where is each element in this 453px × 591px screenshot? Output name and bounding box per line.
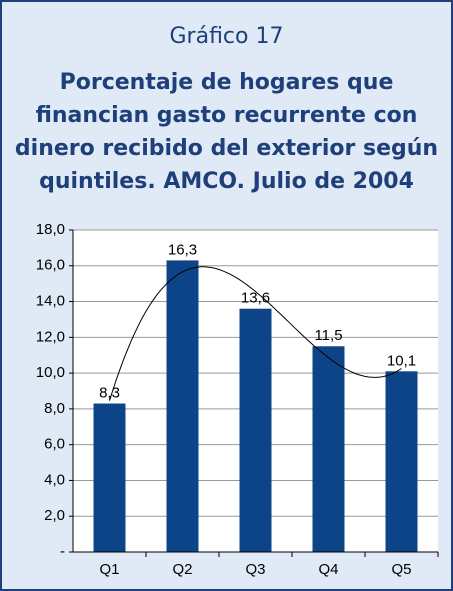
y-tick-label: 12,0 bbox=[36, 328, 65, 345]
y-tick-label: 2,0 bbox=[44, 507, 65, 524]
x-tick-label: Q1 bbox=[99, 561, 119, 578]
value-label: 10,1 bbox=[387, 352, 416, 369]
value-label: 16,3 bbox=[168, 241, 197, 258]
x-tick-label: Q4 bbox=[318, 561, 338, 578]
bar bbox=[166, 260, 199, 552]
x-tick-label: Q2 bbox=[172, 561, 192, 578]
bar bbox=[312, 346, 345, 552]
y-tick-label: 10,0 bbox=[36, 364, 65, 381]
bar bbox=[93, 403, 126, 552]
subtitle-line: dinero recibido del exterior según bbox=[14, 136, 439, 161]
y-tick-label: - bbox=[60, 543, 65, 560]
value-label: 11,5 bbox=[314, 327, 342, 344]
y-tick-label: 14,0 bbox=[36, 293, 65, 310]
subtitle: Porcentaje de hogares que financian gasto… bbox=[2, 66, 451, 198]
y-tick-label: 8,0 bbox=[44, 400, 65, 417]
y-tick-label: 16,0 bbox=[36, 257, 65, 274]
value-label: 13,6 bbox=[241, 290, 270, 307]
chart-title: Gráfico 17 bbox=[169, 24, 284, 49]
subtitle-line: financian gasto recurrente con bbox=[35, 103, 418, 128]
value-label: 8,3 bbox=[99, 384, 120, 401]
bar bbox=[385, 371, 418, 552]
subtitle-line: Porcentaje de hogares que bbox=[59, 70, 394, 95]
x-tick-label: Q5 bbox=[391, 561, 411, 578]
bar bbox=[239, 308, 272, 552]
y-tick-label: 18,0 bbox=[36, 221, 65, 238]
subtitle-line: quintiles. AMCO. Julio de 2004 bbox=[39, 169, 414, 194]
y-tick-label: 4,0 bbox=[44, 471, 65, 488]
x-tick-label: Q3 bbox=[245, 561, 265, 578]
trend-line bbox=[109, 266, 402, 401]
y-tick-label: 6,0 bbox=[44, 436, 65, 453]
